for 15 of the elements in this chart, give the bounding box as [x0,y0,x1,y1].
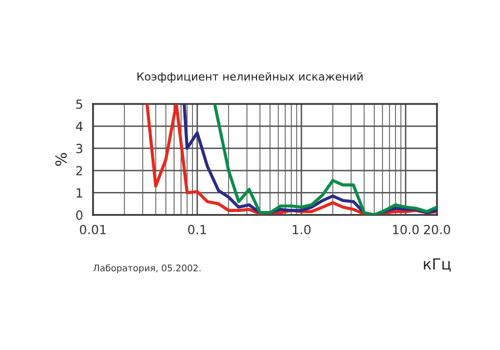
chart-title: Коэффициент нелинейных искажений [137,72,363,83]
y-tick-label: 2 [76,166,82,176]
x-tick-label: 0.1 [188,224,206,234]
y-tick-label: 4 [76,122,83,131]
x-axis-title: кГц [424,258,451,272]
x-tick-label: 20.0 [424,224,450,234]
text: Лаборатория, 05.2002. [93,264,200,274]
y-tick-label: 3 [76,144,82,154]
y-tick-label: 5 [76,100,82,109]
x-tick-label: 1.0 [292,224,311,234]
x-tick-label: 0.01 [80,224,106,234]
y-tick-label: 0 [76,210,82,220]
y-tick-label: 1 [76,188,82,198]
x-tick-label: 10.0 [393,224,419,234]
y-axis-title: % [55,153,67,166]
